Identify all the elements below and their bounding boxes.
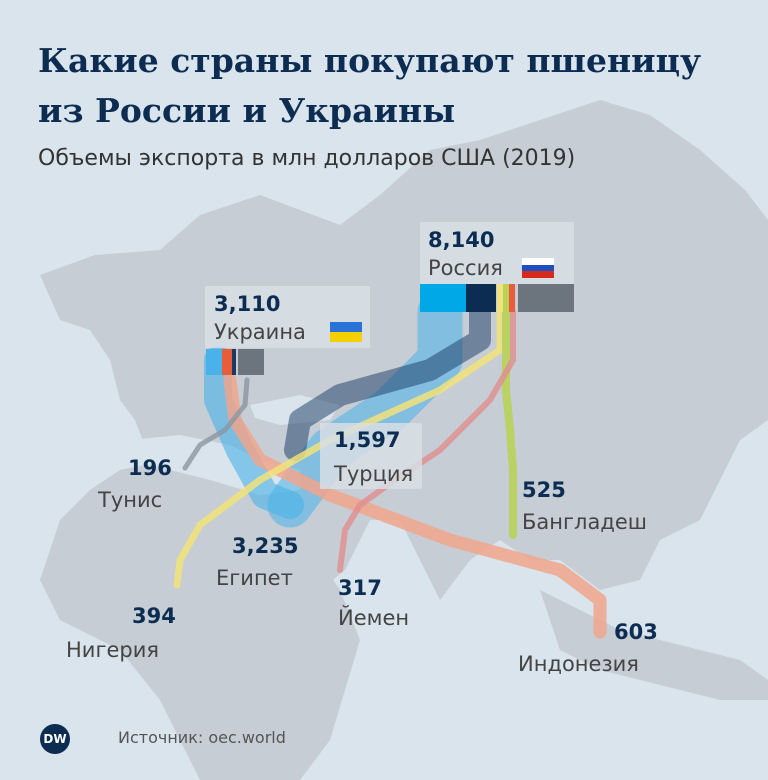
russia-flag-icon bbox=[522, 258, 554, 278]
yemen-value: 317 bbox=[338, 576, 382, 600]
turkey-value: 1,597 bbox=[334, 428, 401, 452]
ukraine-bar-tunisia bbox=[232, 349, 236, 375]
indonesia-name: Индонезия bbox=[518, 652, 639, 676]
page-title: Какие страны покупают пшеницу из России … bbox=[38, 41, 702, 130]
russia-bar-other bbox=[518, 284, 574, 312]
russia-value: 8,140 bbox=[428, 228, 495, 252]
flow-ukraine-tunisia bbox=[182, 377, 250, 471]
flow-russia-turkey bbox=[284, 301, 491, 461]
yemen-name: Йемен bbox=[338, 606, 410, 630]
russia-bar-egypt bbox=[420, 284, 466, 312]
ukraine-flag-icon bbox=[330, 322, 362, 342]
page-subtitle: Объемы экспорта в млн долларов США (2019… bbox=[38, 146, 576, 171]
russia-bar-nigeria bbox=[497, 284, 503, 312]
africa-landmass bbox=[40, 460, 360, 780]
flow-russia-bangladesh bbox=[502, 308, 517, 539]
flow-russia-nigeria bbox=[173, 308, 504, 589]
turkey-name: Турция bbox=[334, 462, 414, 486]
indonesia-value: 603 bbox=[614, 620, 658, 644]
source-note: Источник: oec.world bbox=[118, 728, 286, 747]
ukraine-bar-indonesia bbox=[222, 349, 232, 375]
southeast-asia bbox=[540, 590, 768, 700]
uk bbox=[95, 285, 130, 345]
russia-bar-bangladesh bbox=[503, 284, 509, 312]
russia-name: Россия bbox=[428, 256, 503, 280]
turkey-panel bbox=[320, 423, 422, 489]
ukraine-value: 3,110 bbox=[214, 292, 281, 316]
bangladesh-name: Бангладеш bbox=[522, 510, 647, 534]
nigeria-value: 394 bbox=[132, 604, 176, 628]
tunisia-value: 196 bbox=[128, 456, 172, 480]
dw-logo: DW bbox=[40, 724, 70, 754]
ukraine-name: Украина bbox=[214, 320, 306, 344]
nigeria-name: Нигерия bbox=[66, 638, 160, 662]
tunisia-name: Тунис bbox=[98, 488, 163, 512]
ukraine-bar-other bbox=[238, 349, 264, 375]
russia-bar-yemen bbox=[509, 284, 515, 312]
russia-bar-turkey bbox=[466, 284, 496, 312]
flow-ukraine-indonesia bbox=[223, 373, 607, 639]
egypt-name: Египет bbox=[216, 566, 293, 590]
ukraine-bar-egypt bbox=[206, 349, 222, 375]
bangladesh-value: 525 bbox=[522, 478, 566, 502]
egypt-value: 3,235 bbox=[232, 534, 299, 558]
